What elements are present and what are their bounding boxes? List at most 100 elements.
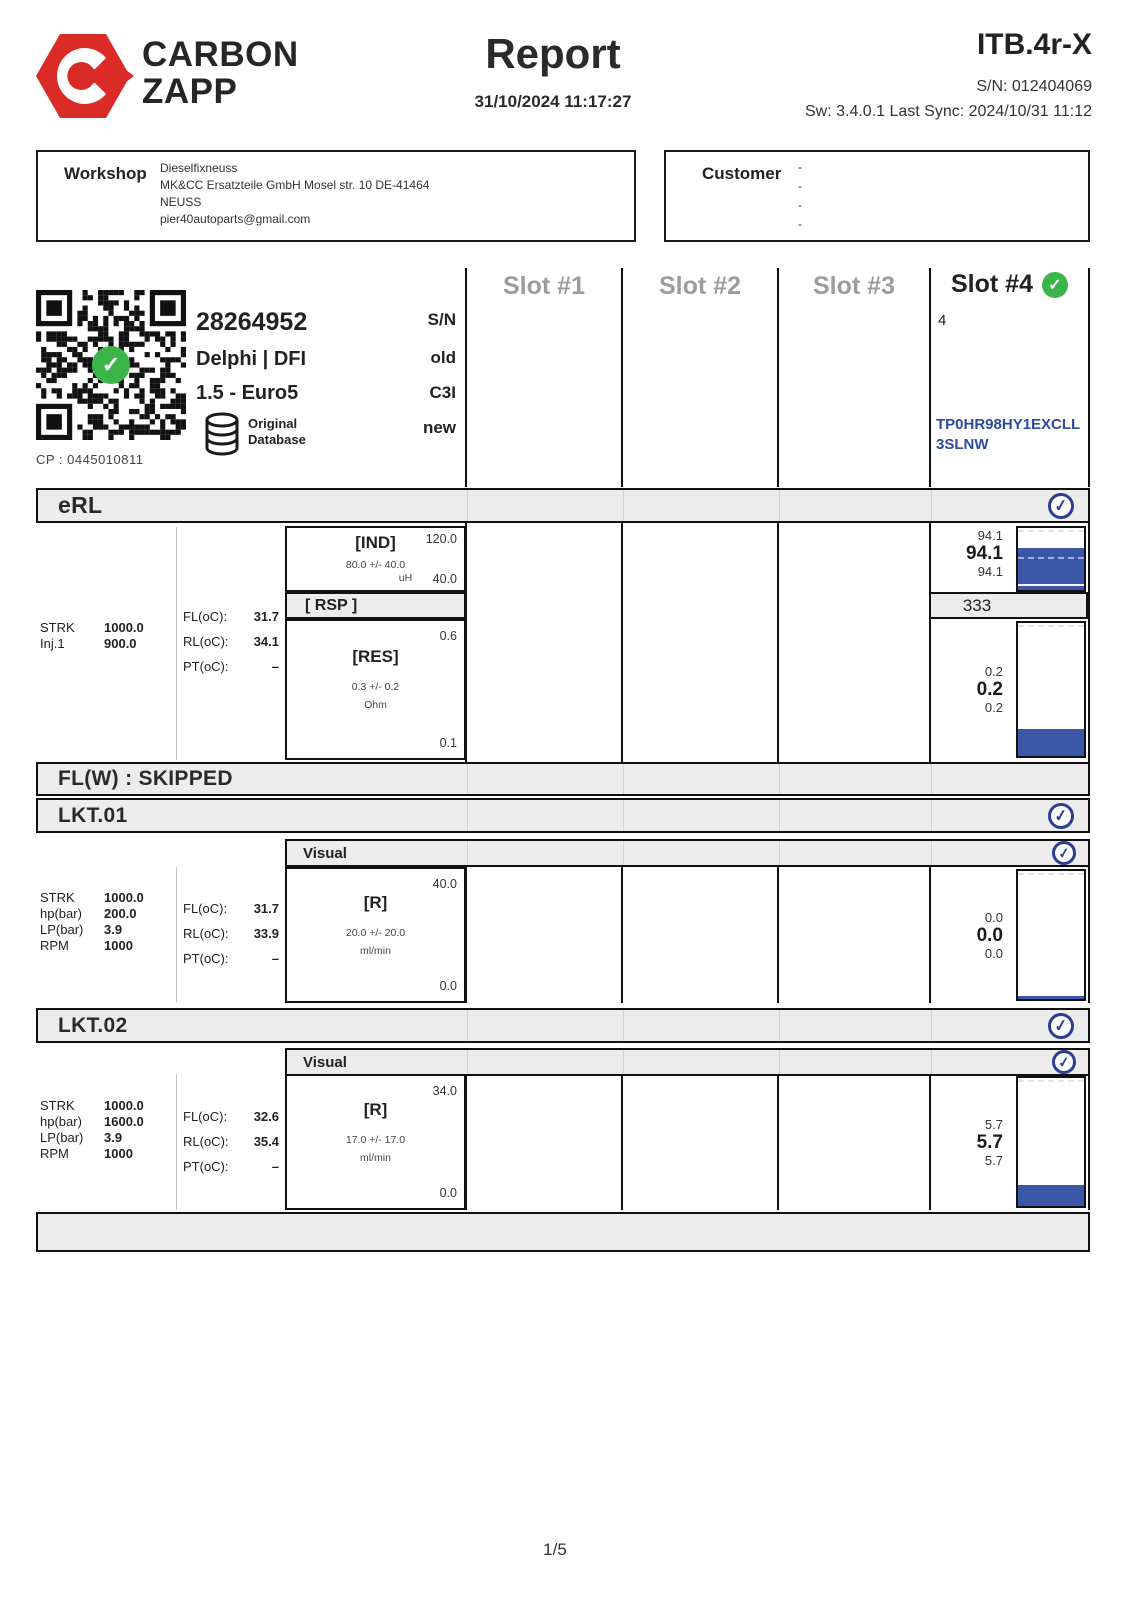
param-value: 1000.0: [104, 620, 144, 635]
slot-header-4: Slot #4 ✓: [931, 270, 1088, 299]
column-divider: [1088, 867, 1090, 1003]
lkt02-slot4-values: 5.7 5.7 5.7: [929, 1074, 1011, 1210]
customer-line: -: [798, 217, 802, 231]
temp-label: RL(oC):: [183, 926, 229, 941]
column-divider: [621, 867, 623, 1003]
column-divider: [1088, 268, 1090, 487]
res-scale-min: 0.1: [439, 736, 457, 750]
r-scale-min: 0.0: [439, 979, 457, 993]
param-divider: [176, 867, 177, 1003]
device-serial: S/N: 012404069: [976, 78, 1092, 95]
value-bottom: 5.7: [984, 1152, 1003, 1168]
temp-row: RL(oC): 33.9: [183, 921, 279, 946]
workshop-line: MK&CC Ersatzteile GmbH Mosel str. 10 DE-…: [160, 178, 430, 192]
meter-nominal-line: [1018, 557, 1084, 559]
param-row: STRK 1000.0: [40, 890, 144, 906]
param-label: STRK: [40, 890, 75, 905]
param-label: hp(bar): [40, 906, 82, 921]
param-value: 1600.0: [104, 1114, 144, 1129]
section-lkt01-header: LKT.01 ✓: [36, 798, 1090, 833]
param-label: RPM: [40, 1146, 69, 1161]
param-label: LP(bar): [40, 1130, 84, 1145]
lkt01-title: LKT.01: [58, 803, 128, 827]
value-top: 5.7: [984, 1116, 1003, 1132]
column-divider: [621, 1074, 623, 1210]
r-scale-min: 0.0: [439, 1186, 457, 1200]
lkt01-meter: [1016, 869, 1086, 1001]
erl-check-icon: ✓: [1046, 491, 1076, 521]
param-row: LP(bar) 3.9: [40, 922, 144, 938]
temp-row: FL(oC): 32.6: [183, 1104, 279, 1129]
divider: [779, 1010, 780, 1041]
temp-label: PT(oC):: [183, 659, 229, 674]
lkt02-visual-bar: Visual ✓: [285, 1048, 1090, 1076]
check-glyph: ✓: [1053, 497, 1069, 516]
column-divider: [777, 522, 779, 762]
section-erl-header: eRL ✓: [36, 488, 1090, 523]
param-label: LP(bar): [40, 922, 84, 937]
param-value: 900.0: [104, 636, 137, 651]
slot4-code: TP0HR98HY1EXCLL 3SLNW: [936, 416, 1080, 453]
divider: [467, 1050, 468, 1074]
divider: [931, 764, 932, 794]
erl-temps: FL(oC): 31.7 RL(oC): 34.1 PT(oC): –: [183, 604, 279, 679]
lkt02-meter: [1016, 1076, 1086, 1208]
value-main: 0.2: [976, 679, 1003, 700]
temp-value: 33.9: [253, 926, 279, 941]
check-glyph: ✓: [1056, 1052, 1071, 1071]
field-new-label: new: [422, 418, 456, 437]
meter-band: [1018, 530, 1084, 532]
database-icon: [205, 412, 239, 456]
column-divider: [1088, 522, 1090, 762]
device-sync: Sw: 3.4.0.1 Last Sync: 2024/10/31 11:12: [804, 103, 1092, 120]
check-glyph: ✓: [1053, 1017, 1069, 1036]
slot-header-1: Slot #1: [503, 272, 585, 300]
res-scale-max: 0.6: [439, 629, 457, 643]
rsp-slot4-cell: 333: [929, 592, 1088, 619]
ind-meter: [1016, 526, 1086, 592]
temp-row: FL(oC): 31.7: [183, 896, 279, 921]
param-label: hp(bar): [40, 1114, 82, 1129]
report-title: Report: [485, 30, 621, 77]
bottom-spacer-bar: [36, 1212, 1090, 1252]
temp-value: –: [271, 659, 279, 674]
lkt02-r-measbox: [R] 17.0 +/- 17.0 ml/min 34.0 0.0: [285, 1074, 466, 1210]
lkt01-params: STRK 1000.0 hp(bar) 200.0 LP(bar) 3.9 RPM 10…: [40, 890, 144, 954]
customer-values: - - - -: [798, 158, 802, 234]
check-glyph: ✓: [1056, 843, 1071, 862]
divider: [467, 1010, 468, 1041]
temp-value: 32.6: [253, 1109, 279, 1124]
lkt01-visual-check-icon: ✓: [1050, 839, 1078, 867]
check-glyph: ✓: [101, 352, 121, 377]
customer-line: -: [798, 198, 802, 212]
lkt01-check-icon: ✓: [1046, 801, 1076, 831]
lkt01-r-measbox: [R] 20.0 +/- 20.0 ml/min 40.0 0.0: [285, 867, 466, 1003]
meter-band: [1018, 873, 1084, 875]
temp-value: 31.7: [253, 609, 279, 624]
param-row: LP(bar) 3.9: [40, 1130, 144, 1146]
customer-box: Customer - - - -: [664, 150, 1090, 242]
divider: [931, 1010, 932, 1041]
lkt02-params: STRK 1000.0 hp(bar) 1600.0 LP(bar) 3.9 RPM 1…: [40, 1098, 144, 1162]
database-label-line: Original: [248, 416, 298, 431]
rsp-value: 333: [962, 596, 992, 615]
temp-value: –: [271, 951, 279, 966]
temp-row: PT(oC): –: [183, 654, 279, 679]
device-name: ITB.4r-X: [976, 28, 1092, 61]
brand-line2: ZAPP: [142, 72, 238, 111]
res-slot4-values: 0.2 0.2 0.2: [929, 619, 1011, 760]
workshop-label: Workshop: [64, 164, 147, 183]
ind-tolerance: 80.0 +/- 40.0: [345, 559, 406, 571]
customer-line: -: [798, 160, 802, 174]
ind-slot4-values: 94.1 94.1 94.1: [929, 528, 1011, 592]
column-divider: [929, 522, 931, 762]
meter-band: [1018, 1080, 1084, 1082]
param-value: 1000.0: [104, 890, 144, 905]
divider: [779, 1050, 780, 1074]
rsp-name: [ RSP ]: [305, 596, 358, 614]
divider: [931, 1050, 932, 1074]
erl-params: STRK 1000.0 Inj.1 900.0: [40, 620, 144, 652]
meter-min-line: [1018, 584, 1084, 587]
brand-line1: CARBON: [142, 35, 299, 74]
param-value: 3.9: [104, 1130, 123, 1145]
